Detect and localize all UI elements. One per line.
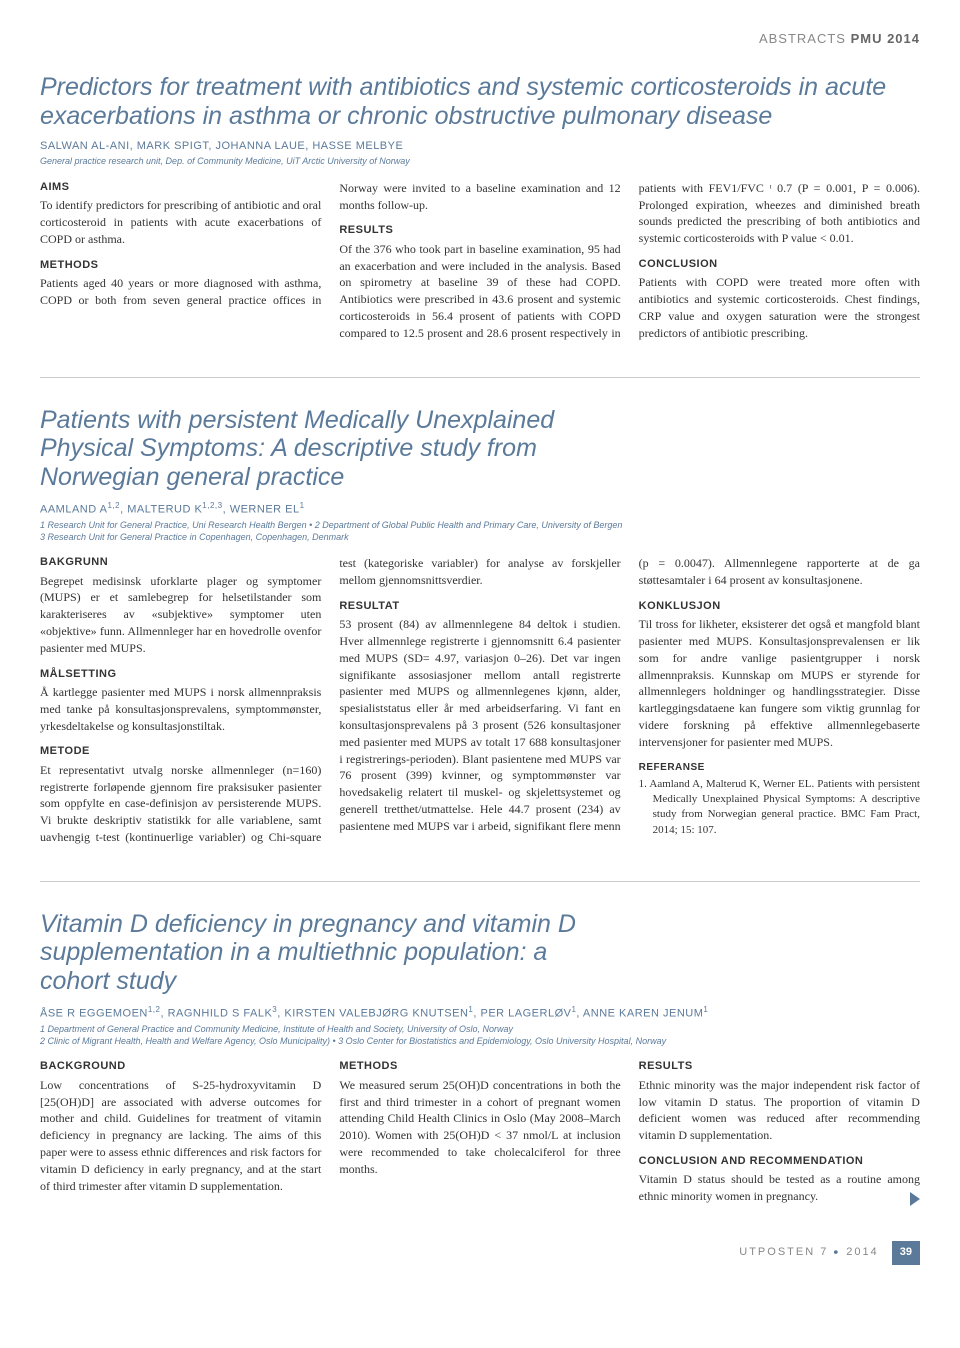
abstract-2: Patients with persistent Medically Unexp…: [40, 406, 920, 846]
section-heading-methods: METHODS: [40, 258, 321, 273]
abstract-title: Patients with persistent Medically Unexp…: [40, 406, 620, 492]
divider: [40, 377, 920, 378]
journal-name: UTPOSTEN 7: [739, 1246, 828, 1258]
abstract-body: Patients with persistent Medically Unexp…: [40, 406, 920, 500]
section-text: Low concentrations of S-25-hydroxyvitami…: [40, 1077, 321, 1195]
section-heading-conclusion: CONCLUSION: [639, 257, 920, 272]
page-number: 39: [892, 1241, 920, 1264]
divider: [40, 881, 920, 882]
affiliations: 1 Research Unit for General Practice, Un…: [40, 520, 920, 543]
abstract-title: Vitamin D deficiency in pregnancy and vi…: [40, 910, 620, 996]
section-text: To identify predictors for prescribing o…: [40, 197, 321, 247]
section-heading-results: RESULTS: [339, 223, 620, 238]
authors: SALWAN AL-ANI, MARK SPIGT, JOHANNA LAUE,…: [40, 139, 920, 154]
continue-arrow-icon: [910, 1192, 920, 1206]
abstract-body: AIMS To identify predictors for prescrib…: [40, 180, 920, 342]
authors: AAMLAND A1,2, MALTERUD K1,2,3, WERNER EL…: [40, 500, 920, 518]
section-text: Begrepet medisinsk uforklarte plager og …: [40, 573, 321, 657]
section-heading-malsetting: MÅLSETTING: [40, 667, 321, 682]
section-text: Vitamin D status should be tested as a r…: [639, 1171, 920, 1205]
section-text: We measured serum 25(OH)D concentrations…: [339, 1077, 620, 1178]
abstract-title: Predictors for treatment with antibiotic…: [40, 73, 920, 131]
section-heading-bakgrunn: BAKGRUNN: [40, 555, 321, 570]
section-text: Til tross for likheter, eksisterer det o…: [639, 616, 920, 750]
section-text: Å kartlegge pasienter med MUPS i norsk a…: [40, 684, 321, 734]
authors: ÅSE R EGGEMOEN1,2, RAGNHILD S FALK3, KIR…: [40, 1004, 920, 1022]
page-footer: UTPOSTEN 7 • 2014 39: [40, 1241, 920, 1264]
header-bold: PMU 2014: [851, 31, 920, 46]
section-text: Patients with COPD were treated more oft…: [639, 274, 920, 341]
affiliations: 1 Department of General Practice and Com…: [40, 1024, 920, 1047]
section-heading-results: RESULTS: [639, 1059, 920, 1074]
abstract-1: Predictors for treatment with antibiotic…: [40, 73, 920, 341]
section-heading-aims: AIMS: [40, 180, 321, 195]
section-text: Ethnic minority was the major independen…: [639, 1077, 920, 1144]
section-heading-metode: METODE: [40, 744, 321, 759]
dot-icon: •: [833, 1243, 846, 1259]
section-heading-referanse: REFERANSE: [639, 761, 920, 775]
abstract-body-cols: BAKGRUNN Begrepet medisinsk uforklarte p…: [40, 555, 920, 846]
reference-item: 1. Aamland A, Malterud K, Werner EL. Pat…: [639, 777, 920, 839]
section-heading-methods: METHODS: [339, 1059, 620, 1074]
abstract-3: Vitamin D deficiency in pregnancy and vi…: [40, 910, 920, 1206]
header-light: ABSTRACTS: [759, 31, 846, 46]
section-heading-konklusjon: KONKLUSJON: [639, 599, 920, 614]
abstract-body: BACKGROUND Low concentrations of S-25-hy…: [40, 1059, 920, 1206]
section-heading-resultat: RESULTAT: [339, 599, 620, 614]
conclusion-text: Vitamin D status should be tested as a r…: [639, 1172, 920, 1203]
page-header: ABSTRACTS PMU 2014: [40, 30, 920, 48]
journal-year: 2014: [846, 1246, 878, 1258]
section-heading-conclusion: CONCLUSION AND RECOMMENDATION: [639, 1154, 920, 1169]
affiliations: General practice research unit, Dep. of …: [40, 156, 920, 168]
section-heading-background: BACKGROUND: [40, 1059, 321, 1074]
